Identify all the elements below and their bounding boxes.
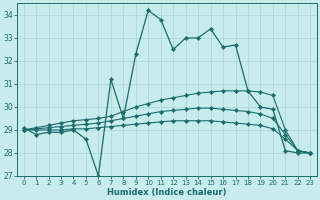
X-axis label: Humidex (Indice chaleur): Humidex (Indice chaleur): [107, 188, 227, 197]
